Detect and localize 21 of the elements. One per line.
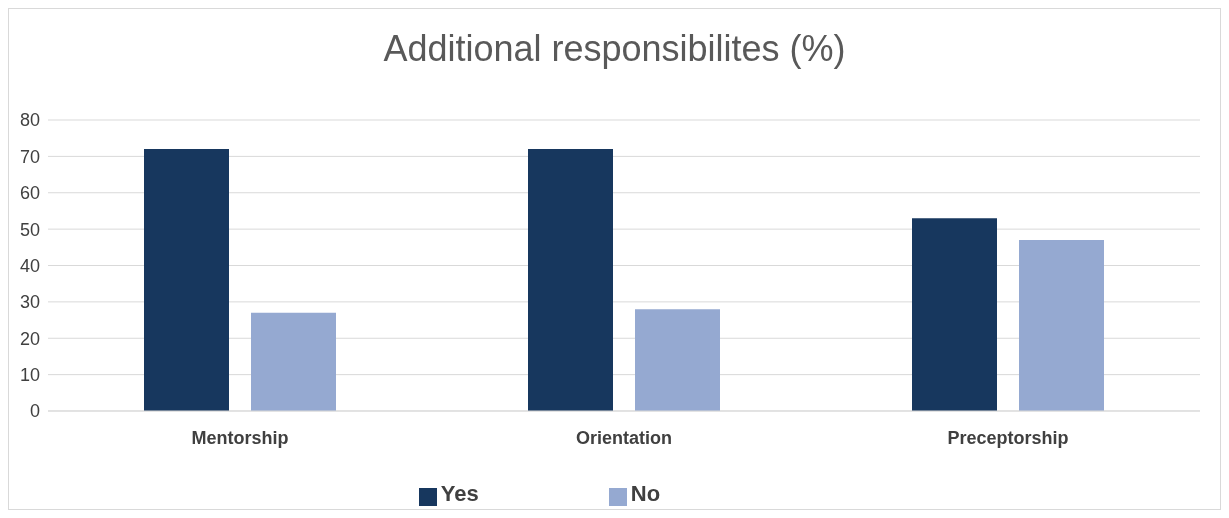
y-tick-label: 80: [19, 110, 40, 131]
bar: [912, 218, 997, 411]
y-tick-label: 10: [19, 365, 40, 386]
y-tick-label: 70: [19, 146, 40, 167]
bar: [1019, 240, 1104, 411]
x-tick-label: Mentorship: [191, 427, 289, 448]
legend-label: No: [630, 481, 661, 506]
legend-label: Yes: [440, 481, 479, 506]
x-tick-label: Preceptorship: [947, 427, 1069, 448]
bar: [635, 309, 720, 411]
bar: [251, 312, 336, 411]
x-tick-label: Orientation: [575, 427, 673, 448]
bar: [528, 149, 613, 411]
chart-title: Additional responsibilites (%): [382, 27, 847, 71]
bar: [144, 149, 229, 411]
y-tick-label: 30: [19, 292, 40, 313]
y-tick-label: 50: [19, 219, 40, 240]
y-tick-label: 20: [19, 328, 40, 349]
y-tick-label: 40: [19, 255, 40, 276]
y-tick-label: 60: [19, 183, 40, 204]
y-tick-label: 0: [29, 401, 40, 422]
